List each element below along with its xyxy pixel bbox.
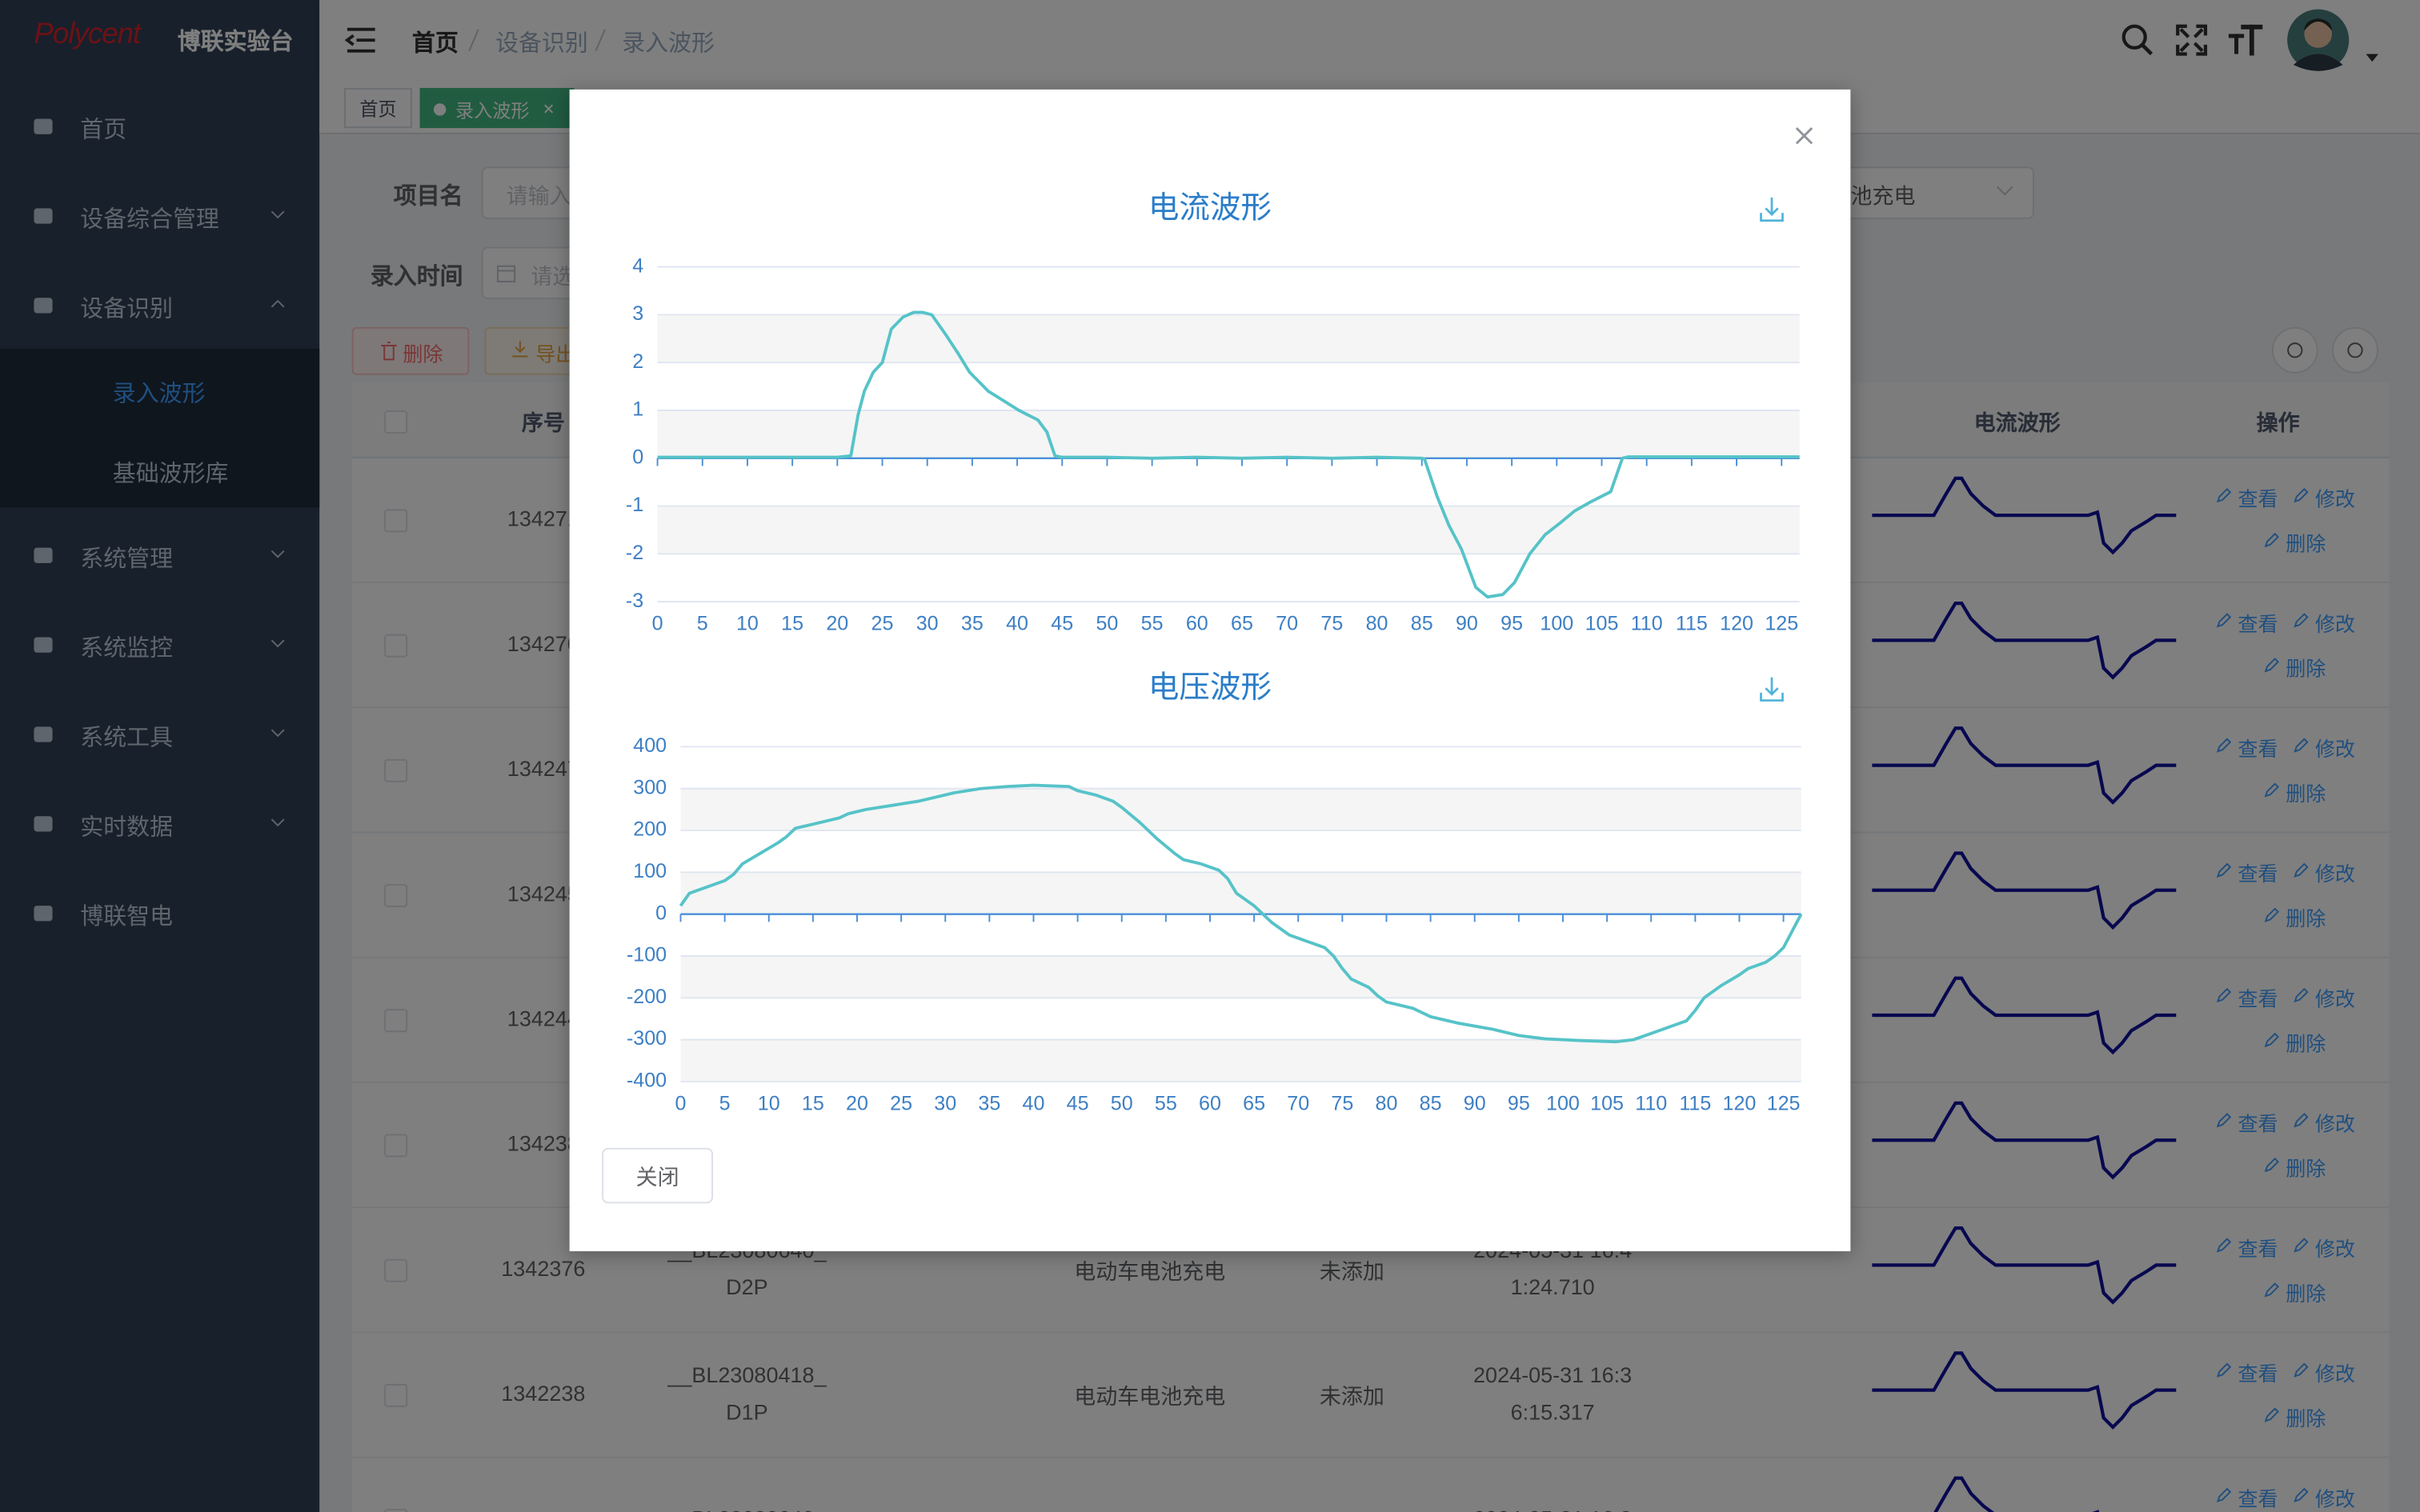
x-tick-label: 50 (1111, 1092, 1133, 1114)
y-tick-label: -3 (626, 590, 643, 612)
y-tick-label: 0 (655, 902, 667, 924)
x-tick-label: 15 (802, 1092, 824, 1114)
grid-band (680, 788, 1801, 831)
x-tick-label: 25 (871, 613, 894, 635)
grid-band (680, 955, 1801, 998)
data-line (679, 783, 1803, 1044)
download-icon[interactable] (1760, 197, 1784, 222)
x-tick-label: 0 (675, 1092, 687, 1114)
x-tick-label: 65 (1243, 1092, 1265, 1114)
x-tick-label: 30 (934, 1092, 956, 1114)
x-tick-label: 80 (1376, 1092, 1398, 1114)
x-tick-label: 85 (1411, 613, 1433, 635)
x-tick-label: 95 (1508, 1092, 1530, 1114)
x-tick-label: 40 (1023, 1092, 1045, 1114)
y-tick-label: 100 (633, 860, 667, 882)
x-tick-label: 95 (1500, 613, 1523, 635)
download-icon[interactable] (1760, 677, 1784, 702)
x-tick-label: 125 (1767, 1092, 1801, 1114)
x-tick-label: 60 (1199, 1092, 1221, 1114)
close-button-label: 关闭 (635, 1165, 679, 1190)
x-tick-label: 30 (916, 613, 939, 635)
x-tick-label: 105 (1585, 613, 1619, 635)
y-tick-label: 200 (633, 818, 667, 841)
grid-band (680, 1039, 1801, 1082)
x-tick-label: 60 (1186, 613, 1208, 635)
x-tick-label: 20 (846, 1092, 868, 1114)
y-tick-label: 300 (633, 776, 667, 798)
modal-dialog: 电流波形 -3 -2 -1 0 1 2 3 4 0 5 10 15 20 25 30 35 40 45 50 55 60 6… (569, 89, 1851, 1252)
x-tick-label: 120 (1720, 613, 1753, 635)
x-tick-label: 5 (697, 613, 708, 635)
x-tick-label: 40 (1006, 613, 1028, 635)
x-tick-label: 55 (1155, 1092, 1177, 1114)
y-tick-label: -200 (627, 986, 667, 1008)
y-tick-label: 1 (632, 398, 643, 421)
y-tick-label: 400 (633, 734, 667, 757)
y-tick-label: -100 (627, 944, 667, 966)
x-tick-label: 70 (1287, 1092, 1309, 1114)
y-tick-label: -2 (626, 542, 643, 564)
x-tick-label: 0 (652, 613, 663, 635)
y-tick-label: -400 (627, 1070, 667, 1092)
x-tick-label: 5 (719, 1092, 731, 1114)
x-tick-label: 35 (978, 1092, 1000, 1114)
x-tick-label: 45 (1051, 613, 1073, 635)
y-tick-label: 2 (632, 350, 643, 373)
close-button[interactable] (602, 1147, 713, 1204)
x-tick-label: 45 (1067, 1092, 1089, 1114)
x-tick-label: 90 (1456, 613, 1478, 635)
y-tick-label: 3 (632, 302, 643, 325)
grid-band (680, 872, 1801, 914)
x-tick-label: 85 (1420, 1092, 1442, 1114)
x-tick-label: 70 (1276, 613, 1298, 635)
x-tick-label: 75 (1320, 613, 1343, 635)
x-tick-label: 110 (1631, 613, 1663, 635)
x-tick-label: 125 (1765, 613, 1798, 635)
grid-band (657, 410, 1800, 458)
x-tick-label: 20 (826, 613, 848, 635)
x-tick-label: 65 (1231, 613, 1253, 635)
chart-title: 电流波形 (1148, 190, 1272, 225)
x-tick-label: 90 (1464, 1092, 1486, 1114)
x-tick-label: 50 (1096, 613, 1118, 635)
close-icon[interactable] (1795, 127, 1813, 145)
x-tick-label: 100 (1540, 613, 1573, 635)
x-tick-label: 10 (736, 613, 759, 635)
y-tick-label: -1 (626, 494, 643, 516)
x-tick-label: 10 (758, 1092, 780, 1114)
x-tick-label: 55 (1141, 613, 1164, 635)
x-tick-label: 80 (1366, 613, 1388, 635)
x-tick-label: 115 (1679, 1092, 1711, 1114)
x-tick-label: 105 (1590, 1092, 1624, 1114)
chart-title: 电压波形 (1148, 670, 1272, 705)
data-line (657, 310, 1800, 599)
x-tick-label: 25 (890, 1092, 912, 1114)
x-tick-label: 100 (1546, 1092, 1580, 1114)
x-tick-label: 75 (1331, 1092, 1353, 1114)
x-tick-label: 110 (1635, 1092, 1667, 1114)
x-tick-label: 35 (961, 613, 984, 635)
y-tick-label: 4 (632, 254, 643, 277)
x-tick-label: 120 (1723, 1092, 1757, 1114)
x-tick-label: 15 (781, 613, 803, 635)
x-tick-label: 115 (1676, 613, 1708, 635)
chart: 电压波形 -400 -300 -200 -100 0 100 200 300 400 0 5 10 15 2… (627, 670, 1803, 1114)
y-tick-label: -300 (627, 1027, 667, 1050)
grid-band (657, 506, 1800, 554)
y-tick-label: 0 (632, 446, 643, 468)
grid-band (657, 314, 1800, 363)
